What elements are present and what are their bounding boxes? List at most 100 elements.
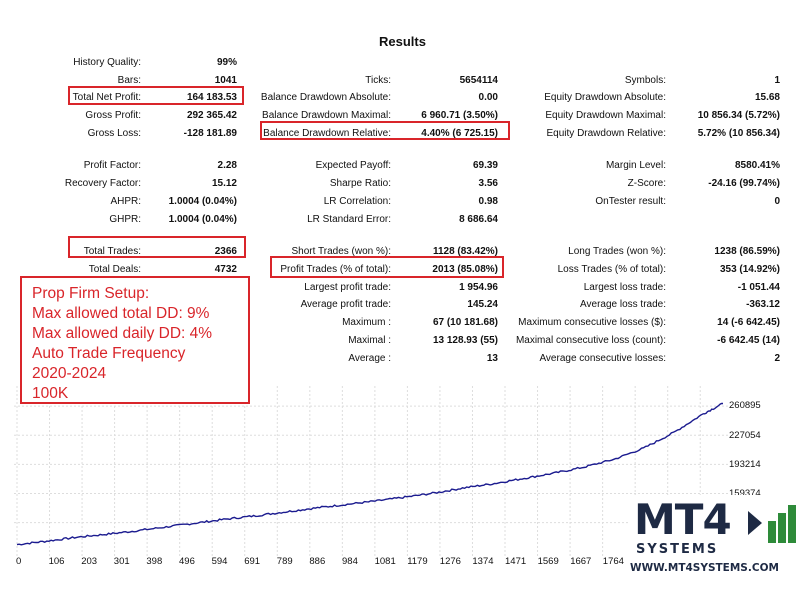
stat-value: 1.0004 (0.04%) <box>168 214 237 225</box>
stat-label: Maximum consecutive losses ($): <box>518 317 666 328</box>
x-tick-label: 1667 <box>570 556 592 567</box>
stat-label: Average profit trade: <box>300 299 391 310</box>
stat-label: Gross Profit: <box>85 110 141 121</box>
stat-value: 1 954.96 <box>459 282 498 293</box>
stat-value: 0.00 <box>478 92 498 103</box>
stat-value: 2.28 <box>217 160 237 171</box>
x-tick-label: 789 <box>276 556 293 567</box>
stat-value: 2366 <box>214 246 237 257</box>
stat-label: Largest loss trade: <box>583 282 666 293</box>
stat-value: 0 <box>774 196 780 207</box>
stat-label: Average consecutive losses: <box>539 353 666 364</box>
stat-value: -6 642.45 (14) <box>717 335 780 346</box>
stat-value: 0.98 <box>478 196 498 207</box>
highlight-profit-trades <box>270 256 504 278</box>
highlight-total-trades <box>68 236 246 258</box>
stat-label: Maximal : <box>348 335 391 346</box>
stat-label: Profit Factor: <box>83 160 141 171</box>
stat-label: LR Correlation: <box>323 196 391 207</box>
prop-firm-note: Prop Firm Setup: Max allowed total DD: 9… <box>20 276 250 404</box>
stat-label: Equity Drawdown Absolute: <box>544 92 666 103</box>
stat-value: 8580.41% <box>734 160 780 171</box>
x-tick-label: 398 <box>146 556 163 567</box>
x-tick-label: 1471 <box>505 556 527 567</box>
stat-value: 1238 (86.59%) <box>714 246 780 257</box>
stat-label: Expected Payoff: <box>315 160 391 171</box>
note-line: 2020-2024 <box>32 365 107 382</box>
stat-label: History Quality: <box>73 57 141 68</box>
x-tick-label: 984 <box>342 556 358 567</box>
stat-label: Z-Score: <box>627 178 666 189</box>
stat-label: Total Deals: <box>88 264 141 275</box>
stat-label: Average : <box>348 353 391 364</box>
stat-value: 2 <box>774 353 780 364</box>
stat-value: 13 <box>486 353 498 364</box>
stat-value: 164 183.53 <box>186 92 237 103</box>
logo-subtitle: SYSTEMS <box>636 542 719 557</box>
y-tick-label: 159374 <box>729 488 761 499</box>
stat-label: Gross Loss: <box>87 128 141 139</box>
stat-label: Total Net Profit: <box>72 92 141 103</box>
y-tick-label: 260895 <box>729 400 761 411</box>
stat-label: Bars: <box>117 75 141 86</box>
stat-label: Maximum : <box>342 317 391 328</box>
stat-label: Equity Drawdown Relative: <box>546 128 667 139</box>
stat-label: Profit Trades (% of total): <box>280 264 391 275</box>
note-line: Prop Firm Setup: <box>32 285 150 302</box>
stat-label: Ticks: <box>365 75 391 86</box>
stat-value: 353 (14.92%) <box>719 264 780 275</box>
stat-label: Sharpe Ratio: <box>329 178 391 189</box>
stat-label: Margin Level: <box>605 160 666 171</box>
stat-label: Long Trades (won %): <box>568 246 666 257</box>
stat-label: AHPR: <box>110 196 141 207</box>
chart-grid <box>14 386 730 556</box>
stat-value: -1 051.44 <box>737 282 780 293</box>
stat-value: 10 856.34 (5.72%) <box>697 110 780 121</box>
stat-label: Balance Drawdown Relative: <box>263 128 391 139</box>
stat-value: -24.16 (99.74%) <box>708 178 780 189</box>
stat-value: 8 686.64 <box>459 214 498 225</box>
x-tick-label: 301 <box>113 556 130 567</box>
y-tick-label: 227054 <box>729 430 761 441</box>
stat-value: 14 (-6 642.45) <box>717 317 780 328</box>
stat-label: Symbols: <box>624 75 666 86</box>
note-line: Max allowed daily DD: 4% <box>32 325 213 342</box>
stat-value: 6 960.71 (3.50%) <box>421 110 498 121</box>
logo-brand: MT4 <box>634 495 732 544</box>
stat-value: 1041 <box>214 75 237 86</box>
stat-label: Loss Trades (% of total): <box>557 264 666 275</box>
stat-value: 5.72% (10 856.34) <box>697 128 780 139</box>
logo-chart-icon <box>748 505 796 543</box>
stat-label: Equity Drawdown Maximal: <box>545 110 666 121</box>
equity-chart <box>14 386 730 556</box>
x-tick-label: 1179 <box>407 556 428 567</box>
stat-label: Recovery Factor: <box>64 178 141 189</box>
x-tick-label: 1764 <box>602 556 624 567</box>
results-title: Results <box>379 34 426 49</box>
y-tick-label: 193214 <box>729 459 761 470</box>
stat-value: 69.39 <box>472 160 498 171</box>
mt4systems-logo: MT4 SYSTEMS WWW.MT4SYSTEMS.COM <box>630 495 802 575</box>
stat-label: GHPR: <box>109 214 141 225</box>
note-line: Max allowed total DD: 9% <box>32 305 210 322</box>
logo-url: WWW.MT4SYSTEMS.COM <box>630 562 779 574</box>
stat-value: -128 181.89 <box>183 128 237 139</box>
stat-value: 145.24 <box>467 299 498 310</box>
stat-value: 5654114 <box>459 75 498 86</box>
stat-value: 67 (10 181.68) <box>432 317 498 328</box>
note-line: 100K <box>32 385 69 402</box>
x-tick-label: 0 <box>16 556 22 567</box>
stat-value: 4.40% (6 725.15) <box>421 128 498 139</box>
stat-value: 1.0004 (0.04%) <box>168 196 237 207</box>
stat-value: 13 128.93 (55) <box>432 335 498 346</box>
highlight-balance-drawdown-relative <box>260 121 510 140</box>
stat-value: 15.12 <box>211 178 237 189</box>
x-tick-label: 594 <box>211 556 228 567</box>
stat-value: 15.68 <box>754 92 780 103</box>
x-tick-label: 1374 <box>472 556 494 567</box>
note-line: Auto Trade Frequency <box>32 345 186 362</box>
stat-value: 1128 (83.42%) <box>432 246 498 257</box>
x-tick-label: 886 <box>309 556 326 567</box>
stat-label: Largest profit trade: <box>304 282 391 293</box>
stat-label: Average loss trade: <box>580 299 666 310</box>
